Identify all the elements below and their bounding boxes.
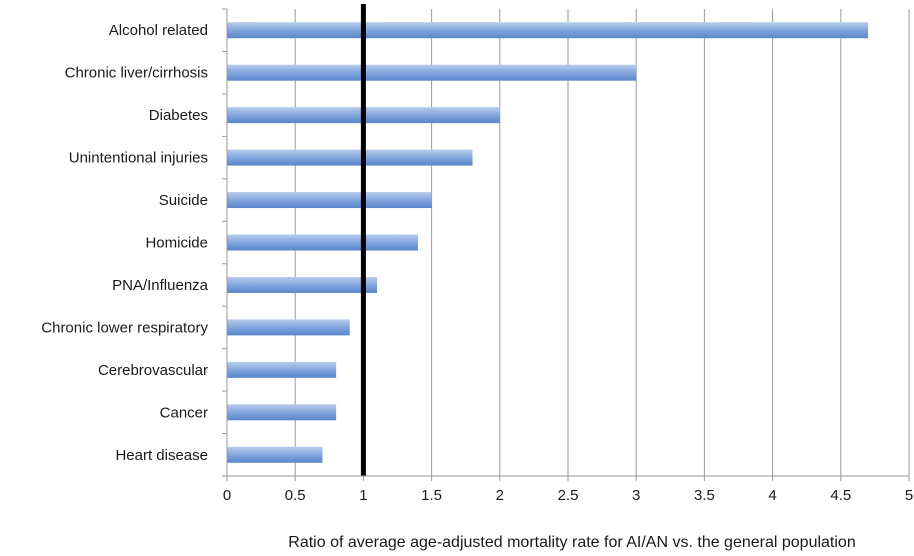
bar-3 <box>227 149 473 166</box>
bar-6 <box>227 276 378 293</box>
x-tick-label-1: 0.5 <box>285 487 306 504</box>
x-tick-label-10: 5 <box>905 487 913 504</box>
category-label-2: Diabetes <box>149 107 208 124</box>
bars <box>227 22 869 463</box>
bar-8 <box>227 361 337 378</box>
bar-10 <box>227 446 323 463</box>
bar-1 <box>227 64 637 81</box>
category-labels: Alcohol related Chronic liver/cirrhosis Di… <box>41 22 208 464</box>
axes <box>222 8 910 481</box>
category-label-7: Chronic lower respiratory <box>41 319 208 336</box>
category-label-4: Suicide <box>159 192 208 209</box>
category-label-6: PNA/Influenza <box>112 277 209 294</box>
x-tick-label-6: 3 <box>632 487 640 504</box>
category-label-5: Homicide <box>145 235 208 252</box>
x-tick-label-0: 0 <box>223 487 231 504</box>
category-label-8: Cerebrovascular <box>98 362 208 379</box>
bar-0 <box>227 22 869 39</box>
category-label-3: Unintentional injuries <box>69 150 208 167</box>
x-tick-label-4: 2 <box>496 487 504 504</box>
bar-4 <box>227 192 432 209</box>
x-tick-label-2: 1 <box>359 487 367 504</box>
x-axis-title: Ratio of average age-adjusted mortality … <box>288 534 855 551</box>
bar-7 <box>227 319 350 336</box>
category-label-0: Alcohol related <box>109 22 208 39</box>
category-label-1: Chronic liver/cirrhosis <box>65 65 208 82</box>
x-tick-label-8: 4 <box>768 487 776 504</box>
bar-9 <box>227 404 337 421</box>
bar-5 <box>227 234 418 251</box>
x-tick-label-5: 2.5 <box>558 487 579 504</box>
x-tick-label-7: 3.5 <box>694 487 715 504</box>
x-tick-label-3: 1.5 <box>421 487 442 504</box>
category-label-9: Cancer <box>160 404 208 421</box>
x-tick-label-9: 4.5 <box>830 487 851 504</box>
category-label-10: Heart disease <box>115 447 208 464</box>
tick-labels: 0 0.5 1 1.5 2 2.5 3 3.5 4 4.5 5 <box>223 487 913 504</box>
